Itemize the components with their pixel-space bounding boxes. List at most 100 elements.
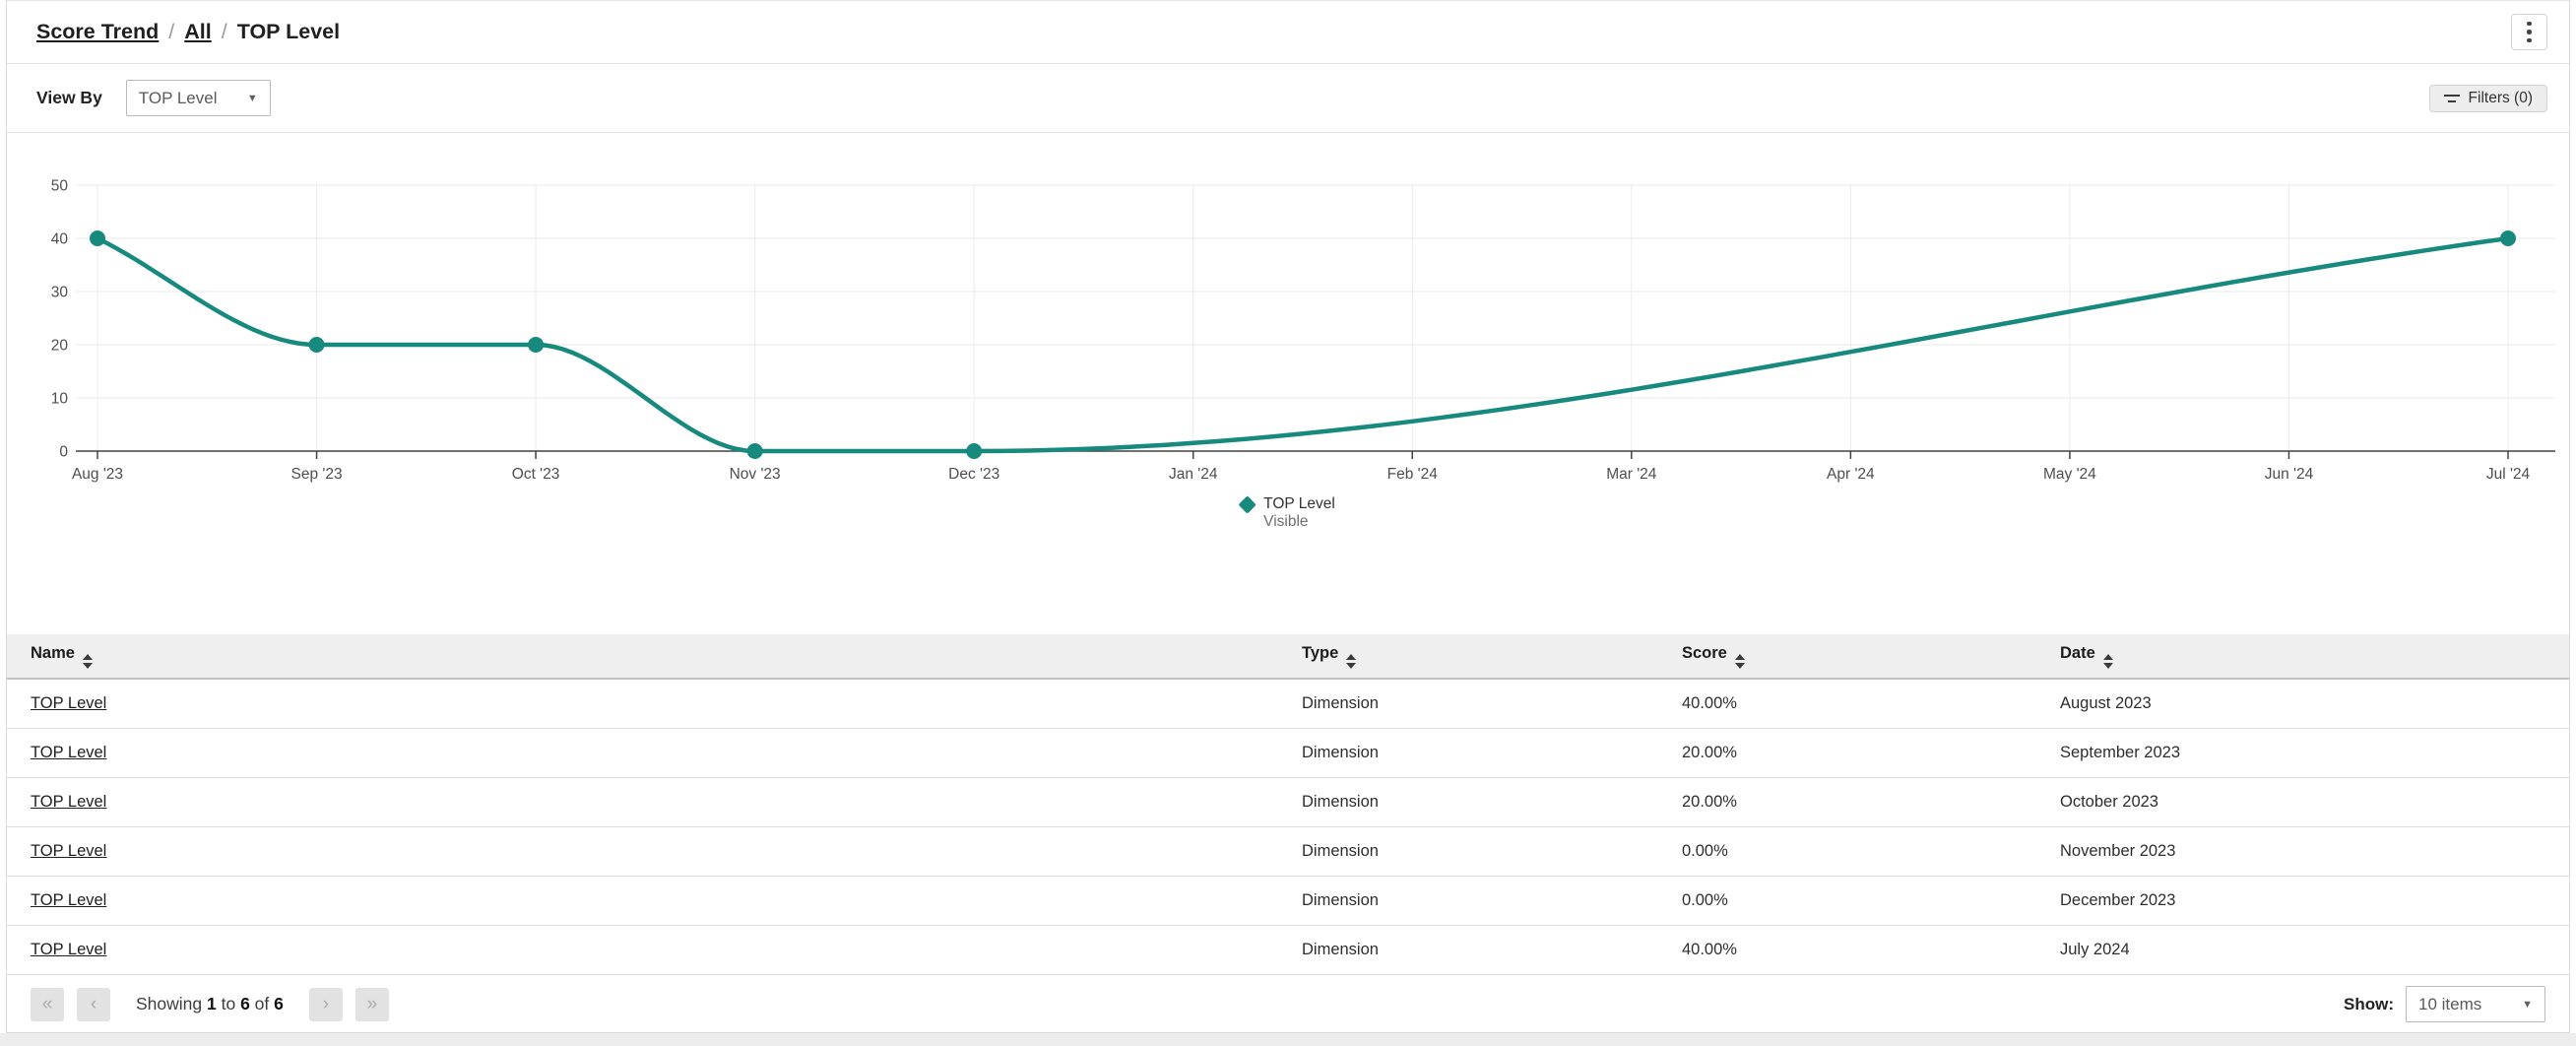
table-row: TOP Level Dimension 40.00% July 2024 bbox=[7, 925, 2569, 975]
trend-line bbox=[95, 235, 2511, 454]
view-by-label: View By bbox=[36, 88, 102, 107]
show-label: Show: bbox=[2344, 994, 2394, 1013]
table-row: TOP Level Dimension 40.00% August 2023 bbox=[7, 679, 2569, 729]
row-type: Dimension bbox=[1302, 679, 1682, 729]
chart-legend[interactable]: TOP Level Visible bbox=[1238, 495, 1335, 531]
row-name-link[interactable]: TOP Level bbox=[31, 890, 107, 909]
sort-icon[interactable] bbox=[2102, 653, 2113, 669]
more-options-button[interactable] bbox=[2511, 14, 2547, 50]
column-header-date[interactable]: Date bbox=[2060, 634, 2569, 680]
chevron-down-icon: ▼ bbox=[2522, 998, 2533, 1011]
x-axis-label: Jan '24 bbox=[1169, 466, 1218, 483]
x-axis-label: Oct '23 bbox=[512, 466, 560, 483]
row-score: 20.00% bbox=[1682, 777, 2060, 827]
filter-icon bbox=[2443, 94, 2460, 102]
row-score: 0.00% bbox=[1682, 826, 2060, 877]
breadcrumb-separator: / bbox=[221, 20, 227, 43]
row-date: August 2023 bbox=[2060, 679, 2569, 729]
pagination-status: Showing 1 to 6 of 6 bbox=[136, 994, 284, 1013]
filters-button[interactable]: Filters (0) bbox=[2428, 84, 2547, 112]
y-axis-label: 0 bbox=[59, 444, 68, 461]
scores-table: Name Type Score Date TOP Level Dimension 4… bbox=[7, 634, 2569, 975]
score-trend-card: Score Trend / All / TOP Level View By TO… bbox=[6, 0, 2570, 1033]
x-axis-label: Jul '24 bbox=[2486, 466, 2531, 483]
chart-section: 0 10 20 30 40 50 Aug '23 Sep '23 Oct '23 Nov '23 D… bbox=[7, 133, 2569, 634]
row-date: September 2023 bbox=[2060, 728, 2569, 778]
pagination-last-button[interactable]: » bbox=[354, 987, 389, 1021]
table-row: TOP Level Dimension 20.00% September 2023 bbox=[7, 728, 2569, 778]
row-name-link[interactable]: TOP Level bbox=[31, 693, 107, 712]
data-point[interactable] bbox=[966, 443, 983, 459]
breadcrumb-all[interactable]: All bbox=[184, 20, 212, 43]
header: Score Trend / All / TOP Level bbox=[7, 1, 2569, 64]
row-type: Dimension bbox=[1302, 728, 1682, 778]
column-header-type[interactable]: Type bbox=[1302, 634, 1682, 680]
row-name-link[interactable]: TOP Level bbox=[31, 743, 107, 761]
kebab-icon bbox=[2527, 21, 2532, 27]
row-name-link[interactable]: TOP Level bbox=[31, 792, 107, 811]
filters-button-label: Filters (0) bbox=[2468, 89, 2533, 106]
row-score: 0.00% bbox=[1682, 876, 2060, 926]
view-by-select[interactable]: TOP Level ▼ bbox=[125, 80, 271, 116]
column-header-name[interactable]: Name bbox=[7, 634, 1302, 680]
legend-marker-icon bbox=[1238, 495, 1256, 514]
x-axis-label: Dec '23 bbox=[948, 466, 999, 483]
row-score: 20.00% bbox=[1682, 728, 2060, 778]
chevron-down-icon: ▼ bbox=[246, 92, 258, 104]
y-axis-label: 20 bbox=[51, 338, 69, 355]
breadcrumb-separator: / bbox=[168, 20, 175, 43]
legend-series-name: TOP Level bbox=[1263, 495, 1335, 512]
column-header-score[interactable]: Score bbox=[1682, 634, 2060, 680]
x-axis-label: Nov '23 bbox=[730, 466, 781, 483]
row-date: July 2024 bbox=[2060, 925, 2569, 975]
toolbar: View By TOP Level ▼ Filters (0) bbox=[7, 64, 2569, 133]
score-trend-chart: 0 10 20 30 40 50 Aug '23 Sep '23 Oct '23 Nov '23 D… bbox=[51, 178, 2555, 483]
table-row: TOP Level Dimension 0.00% December 2023 bbox=[7, 876, 2569, 926]
y-axis-label: 40 bbox=[51, 231, 69, 248]
pagination-next-button[interactable]: › bbox=[308, 987, 343, 1021]
data-point[interactable] bbox=[90, 230, 105, 246]
page-size-value: 10 items bbox=[2418, 994, 2482, 1013]
table-footer: « ‹ Showing 1 to 6 of 6 › » Show: 10 ite… bbox=[7, 975, 2569, 1034]
breadcrumb-score-trend[interactable]: Score Trend bbox=[36, 20, 160, 43]
data-point[interactable] bbox=[2500, 230, 2516, 246]
row-name-link[interactable]: TOP Level bbox=[31, 940, 107, 958]
x-axis-label: Sep '23 bbox=[290, 466, 342, 483]
row-type: Dimension bbox=[1302, 826, 1682, 877]
sort-icon[interactable] bbox=[1734, 653, 1745, 669]
x-axis-label: Jun '24 bbox=[2265, 466, 2314, 483]
row-date: November 2023 bbox=[2060, 826, 2569, 877]
row-score: 40.00% bbox=[1682, 679, 2060, 729]
row-name-link[interactable]: TOP Level bbox=[31, 841, 107, 860]
breadcrumb-current: TOP Level bbox=[236, 20, 341, 43]
x-axis-label: May '24 bbox=[2043, 466, 2096, 483]
sort-icon[interactable] bbox=[1346, 653, 1357, 669]
breadcrumb: Score Trend / All / TOP Level bbox=[36, 20, 340, 44]
page-background bbox=[0, 1033, 2576, 1046]
x-axis-label: Aug '23 bbox=[72, 466, 123, 483]
x-axis-label: Mar '24 bbox=[1606, 466, 1657, 483]
row-score: 40.00% bbox=[1682, 925, 2060, 975]
table-header-row: Name Type Score Date bbox=[7, 634, 2569, 680]
data-point[interactable] bbox=[746, 443, 763, 459]
table-row: TOP Level Dimension 20.00% October 2023 bbox=[7, 777, 2569, 827]
row-type: Dimension bbox=[1302, 925, 1682, 975]
pagination-first-button[interactable]: « bbox=[31, 987, 64, 1021]
pagination-prev-button[interactable]: ‹ bbox=[77, 987, 110, 1021]
x-axis-label: Apr '24 bbox=[1827, 466, 1875, 483]
sort-icon[interactable] bbox=[82, 653, 93, 669]
y-axis-label: 50 bbox=[51, 178, 69, 195]
page-size-select[interactable]: 10 items ▼ bbox=[2406, 986, 2545, 1022]
data-point[interactable] bbox=[308, 337, 325, 353]
legend-series-state: Visible bbox=[1263, 513, 1309, 531]
row-date: October 2023 bbox=[2060, 777, 2569, 827]
row-date: December 2023 bbox=[2060, 876, 2569, 926]
y-axis-label: 30 bbox=[51, 285, 69, 301]
x-axis-label: Feb '24 bbox=[1387, 466, 1439, 483]
table-row: TOP Level Dimension 0.00% November 2023 bbox=[7, 826, 2569, 877]
row-type: Dimension bbox=[1302, 777, 1682, 827]
view-by-value: TOP Level bbox=[138, 88, 218, 107]
data-point[interactable] bbox=[528, 337, 545, 353]
row-type: Dimension bbox=[1302, 876, 1682, 926]
